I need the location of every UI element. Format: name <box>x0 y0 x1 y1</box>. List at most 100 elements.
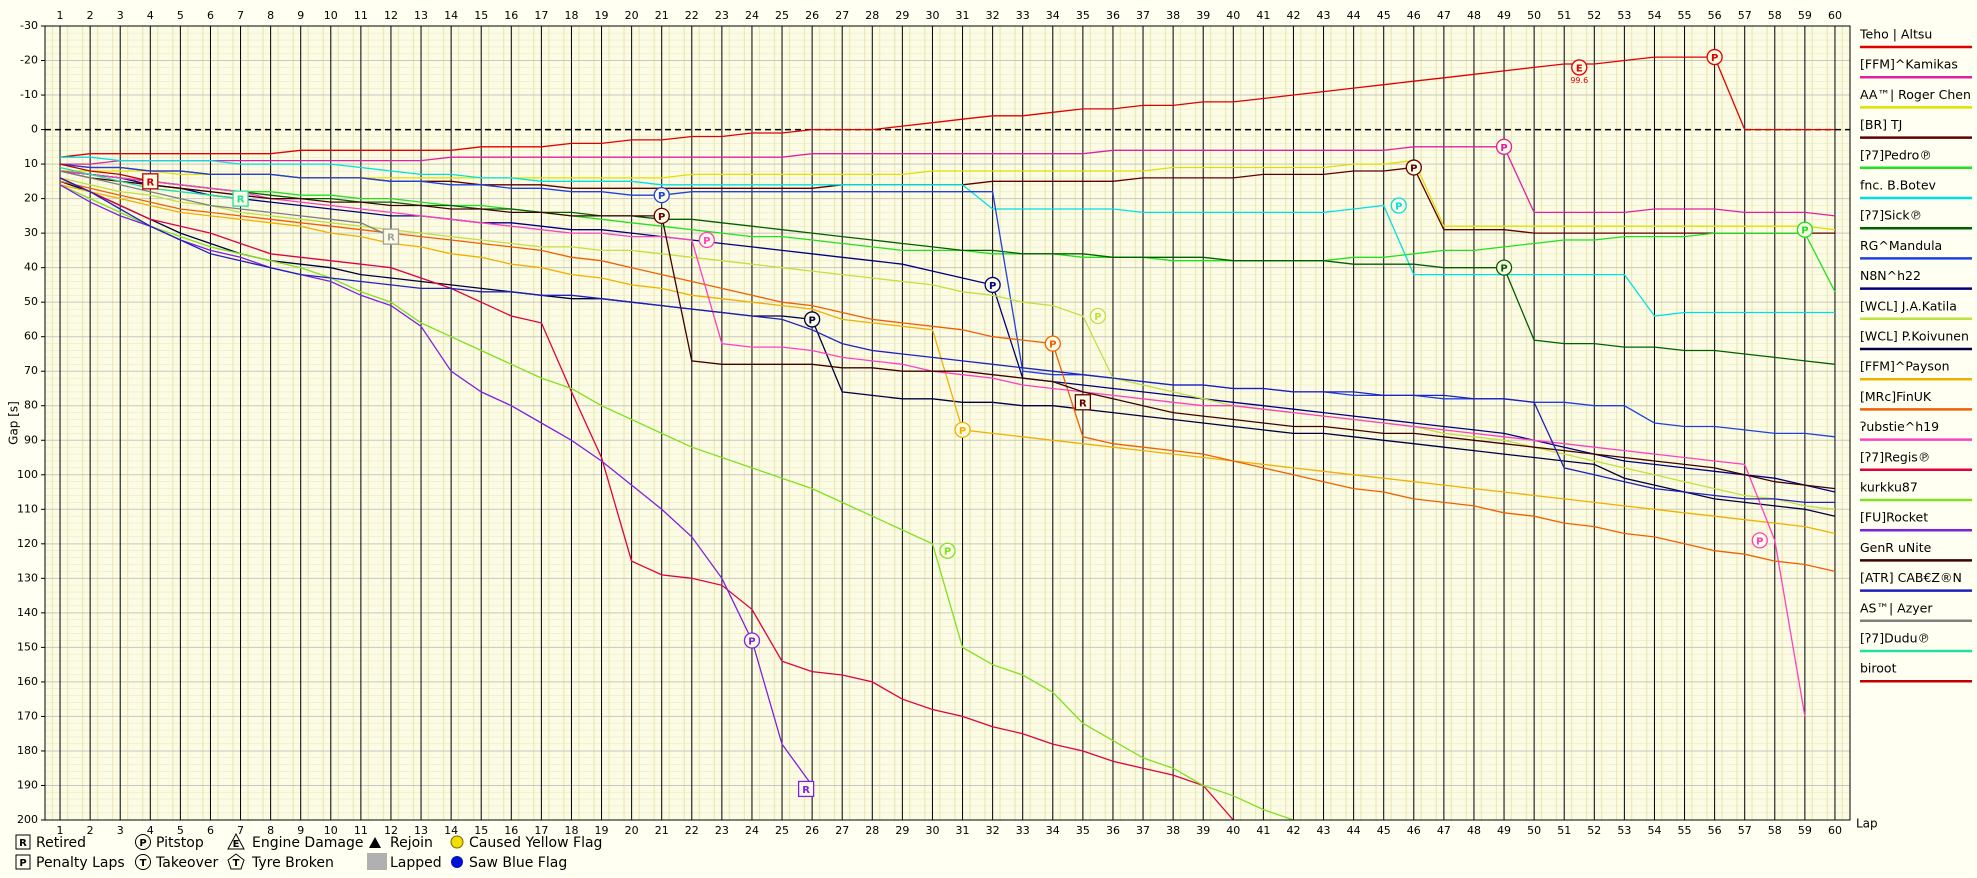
x-tick-label: 56 <box>1708 9 1722 22</box>
x-tick-label: 13 <box>414 824 428 837</box>
x-tick-label: 50 <box>1527 9 1541 22</box>
grid <box>45 25 1850 821</box>
series-line <box>60 146 1836 217</box>
y-tick-label: 120 <box>17 537 38 550</box>
legend-symbol-house <box>227 832 245 850</box>
legend-label: Rejoin <box>390 835 433 851</box>
legend-symbol: P <box>139 838 146 849</box>
legend-symbol-blue <box>451 856 463 868</box>
y-tick-label: 110 <box>17 502 38 515</box>
event-marker <box>1495 259 1513 276</box>
x-tick-label: 32 <box>986 9 1000 22</box>
legend-symbol: R <box>19 838 27 849</box>
event-marker <box>797 780 815 798</box>
x-tick-label: 55 <box>1678 824 1692 837</box>
x-tick-label: 40 <box>1226 9 1240 22</box>
legend-symbol: T <box>140 858 147 869</box>
legend-symbol-box <box>15 854 31 870</box>
x-tick-label: 43 <box>1317 9 1331 22</box>
legend-label: N8N^h22 <box>1860 268 1921 283</box>
x-tick-label: 4 <box>147 9 154 22</box>
x-tick-label: 44 <box>1347 824 1361 837</box>
x-tick-label: 52 <box>1587 9 1601 22</box>
x-tick-label: 36 <box>1106 9 1120 22</box>
y-tick-label: 30 <box>24 226 38 239</box>
legend-label: GenR uNite <box>1860 540 1932 555</box>
x-tick-label: 57 <box>1738 9 1752 22</box>
legend-label: Lapped <box>390 855 442 871</box>
series-line <box>59 180 1836 573</box>
x-tick-label: 37 <box>1136 9 1150 22</box>
event-marker <box>803 311 821 328</box>
x-tick-label: 16 <box>504 9 518 22</box>
legend-label: biroot <box>1860 661 1897 676</box>
event-label: P <box>658 212 665 223</box>
x-tick-label: 34 <box>1046 824 1060 837</box>
legend-label: AA™| Roger Chen <box>1860 87 1971 102</box>
x-tick-label: 48 <box>1467 824 1481 837</box>
event-label: P <box>959 426 966 437</box>
legend-label: [ATR] CAB€Z®N <box>1860 570 1962 585</box>
x-tick-label: 54 <box>1647 824 1661 837</box>
x-tick-label: 48 <box>1467 9 1481 22</box>
event-note: 99.6 <box>1570 76 1588 85</box>
series-line <box>59 163 151 182</box>
x-tick-label: 15 <box>474 9 488 22</box>
legend-label: Takeover <box>155 855 218 871</box>
x-tick-label: 49 <box>1497 9 1511 22</box>
legend-label: [FU]Rocket <box>1860 510 1928 525</box>
series-line <box>59 170 1836 293</box>
x-tick-label: 27 <box>835 824 849 837</box>
series-line <box>59 177 1835 504</box>
legend-label: Engine Damage <box>252 835 364 851</box>
x-tick-label: 24 <box>745 9 759 22</box>
x-tick-label: 35 <box>1076 824 1090 837</box>
legend-label: [FFM]^Kamikas <box>1860 57 1958 72</box>
event-marker <box>743 632 761 649</box>
x-tick-label: 6 <box>207 9 214 22</box>
legend-label: Teho | Altsu <box>1859 27 1932 42</box>
x-tick-label: 56 <box>1708 824 1722 837</box>
y-tick-label: 150 <box>17 640 38 653</box>
x-tick-label: 47 <box>1437 9 1451 22</box>
x-tick-label: 50 <box>1527 824 1541 837</box>
y-tick-label: 190 <box>17 778 38 791</box>
x-tick-label: 21 <box>655 824 669 837</box>
legend-label: [BR] TJ <box>1860 117 1902 132</box>
x-tick-label: 22 <box>685 9 699 22</box>
x-tick-label: 41 <box>1256 9 1270 22</box>
y-tick-label: -30 <box>20 19 38 32</box>
x-tick-label: 26 <box>805 9 819 22</box>
y-tick-label: 130 <box>17 571 38 584</box>
y-tick-label: 200 <box>17 813 38 826</box>
x-tick-label: 47 <box>1437 824 1451 837</box>
x-tick-label: 60 <box>1828 9 1842 22</box>
legend-symbol-box <box>15 834 31 850</box>
x-tick-label: 3 <box>117 9 124 22</box>
event-marker <box>698 231 715 249</box>
x-tick-label: 42 <box>1286 9 1300 22</box>
x-tick-label: 10 <box>324 824 338 837</box>
x-tick-label: 28 <box>865 824 879 837</box>
x-tick-label: 30 <box>925 9 939 22</box>
legend-label: [WCL] P.Koivunen <box>1860 329 1969 344</box>
event-label: P <box>748 636 755 647</box>
x-tick-label: 18 <box>564 9 578 22</box>
x-tick-label: 38 <box>1166 9 1180 22</box>
x-tick-label: 7 <box>237 9 244 22</box>
event-marker <box>1751 532 1768 549</box>
legend-label: Retired <box>36 835 86 851</box>
x-tick-label: 5 <box>177 9 184 22</box>
x-tick-label: 12 <box>384 824 398 837</box>
x-tick-label: 25 <box>775 824 789 837</box>
y-axis-label: Gap [s] <box>7 401 21 445</box>
event-marker <box>1706 48 1723 66</box>
legend-label: [ʔ7]Dudu℗ <box>1860 631 1930 646</box>
event-label: E <box>1576 63 1583 74</box>
event-label: P <box>1094 312 1101 323</box>
event-marker <box>1390 197 1407 214</box>
series-line <box>59 184 1296 820</box>
y-tick-label: 140 <box>17 606 38 619</box>
